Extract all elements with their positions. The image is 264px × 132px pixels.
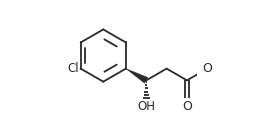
Text: O: O [182, 100, 192, 113]
Text: OH: OH [137, 100, 155, 113]
Text: Cl: Cl [67, 62, 79, 75]
Polygon shape [126, 69, 148, 83]
Text: O: O [202, 62, 212, 75]
